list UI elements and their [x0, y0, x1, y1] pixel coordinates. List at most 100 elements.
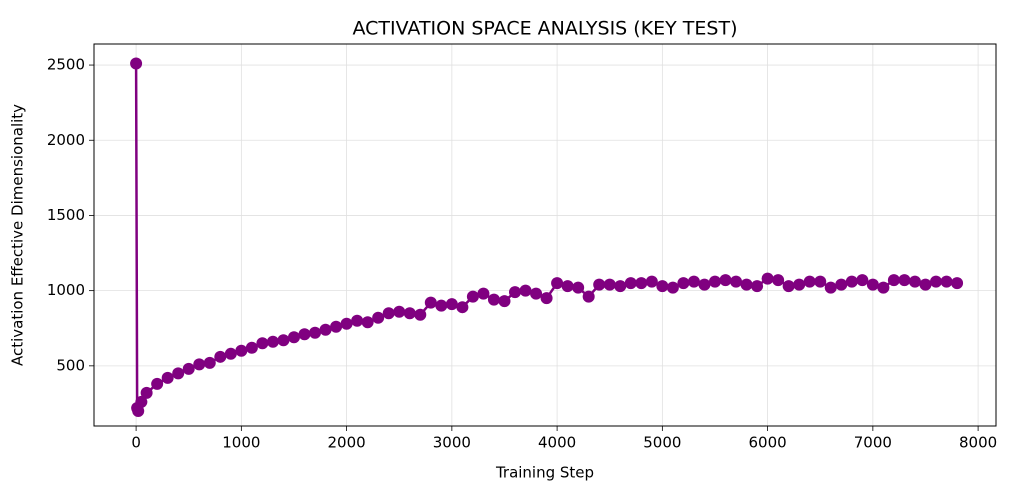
data-point — [224, 347, 237, 360]
y-tick-label: 1500 — [47, 206, 85, 224]
data-point — [203, 356, 216, 369]
data-point — [172, 367, 185, 380]
data-point — [403, 307, 416, 320]
x-tick-label: 3000 — [433, 434, 471, 452]
data-point — [340, 317, 353, 330]
data-point — [382, 307, 395, 320]
data-point — [287, 331, 300, 344]
data-point — [487, 293, 500, 306]
data-point — [866, 278, 879, 291]
data-point — [330, 320, 343, 333]
data-point — [298, 328, 311, 341]
data-point — [856, 274, 869, 287]
data-point — [456, 301, 469, 314]
data-point — [593, 278, 606, 291]
x-tick-label: 5000 — [643, 434, 681, 452]
data-point — [908, 275, 921, 288]
data-point — [751, 280, 764, 293]
data-point — [245, 341, 258, 354]
x-axis-label: Training Step — [495, 464, 594, 482]
x-tick-label: 0 — [131, 434, 141, 452]
data-point — [530, 287, 543, 300]
data-point — [309, 326, 322, 339]
x-tick-label: 4000 — [538, 434, 576, 452]
data-line — [134, 63, 958, 415]
data-point — [193, 358, 206, 371]
data-point — [772, 274, 785, 287]
data-point — [540, 292, 553, 305]
data-point — [793, 278, 806, 291]
data-point — [393, 305, 406, 318]
data-point — [351, 314, 364, 327]
data-point — [835, 278, 848, 291]
x-tick-label: 2000 — [328, 434, 366, 452]
data-point — [372, 311, 385, 324]
y-tick-label: 1000 — [47, 281, 85, 299]
data-point — [940, 275, 953, 288]
data-point — [761, 272, 774, 285]
y-tick-label: 2500 — [47, 56, 85, 74]
data-point — [740, 278, 753, 291]
data-point — [319, 323, 332, 336]
data-point — [814, 275, 827, 288]
data-point — [140, 386, 153, 399]
data-point — [130, 57, 143, 70]
data-point — [256, 337, 269, 350]
data-point — [898, 274, 911, 287]
plot-frame — [93, 43, 997, 427]
data-point — [719, 274, 732, 287]
data-point — [930, 275, 943, 288]
data-point — [582, 290, 595, 303]
data-point — [182, 362, 195, 375]
data-point — [919, 278, 932, 291]
data-point — [519, 284, 532, 297]
data-point — [624, 277, 637, 290]
data-point — [572, 281, 585, 294]
data-point — [951, 277, 964, 290]
data-point — [509, 286, 522, 299]
x-tick-label: 8000 — [959, 434, 997, 452]
x-tick-label: 7000 — [854, 434, 892, 452]
data-point — [603, 278, 616, 291]
data-point — [235, 344, 248, 357]
data-point — [161, 371, 174, 384]
data-point — [656, 280, 669, 293]
data-point — [887, 274, 900, 287]
data-point — [424, 296, 437, 309]
data-point — [561, 280, 574, 293]
data-point — [677, 277, 690, 290]
data-point — [708, 275, 721, 288]
y-axis-label: Activation Effective Dimensionality — [9, 104, 27, 366]
y-tick-label: 2000 — [47, 131, 85, 149]
data-point — [466, 290, 479, 303]
data-point — [132, 404, 145, 417]
data-point — [266, 335, 279, 348]
data-point — [687, 275, 700, 288]
data-point — [277, 334, 290, 347]
data-point — [414, 308, 427, 321]
data-point — [498, 295, 511, 308]
data-point — [803, 275, 816, 288]
data-point — [824, 281, 837, 294]
data-point — [782, 280, 795, 293]
x-tick-label: 6000 — [749, 434, 787, 452]
data-point — [645, 275, 658, 288]
data-point — [666, 281, 679, 294]
data-point — [435, 299, 448, 312]
data-point — [877, 281, 890, 294]
data-point — [635, 277, 648, 290]
data-point — [445, 298, 458, 311]
data-point — [151, 377, 164, 390]
data-point — [361, 316, 374, 329]
data-point — [214, 350, 227, 363]
data-point — [845, 275, 858, 288]
data-point — [551, 277, 564, 290]
data-point — [698, 278, 711, 291]
data-point — [135, 395, 148, 408]
data-point — [730, 275, 743, 288]
data-point — [614, 280, 627, 293]
x-tick-label: 1000 — [222, 434, 260, 452]
y-tick-label: 500 — [56, 356, 85, 374]
data-point — [477, 287, 490, 300]
